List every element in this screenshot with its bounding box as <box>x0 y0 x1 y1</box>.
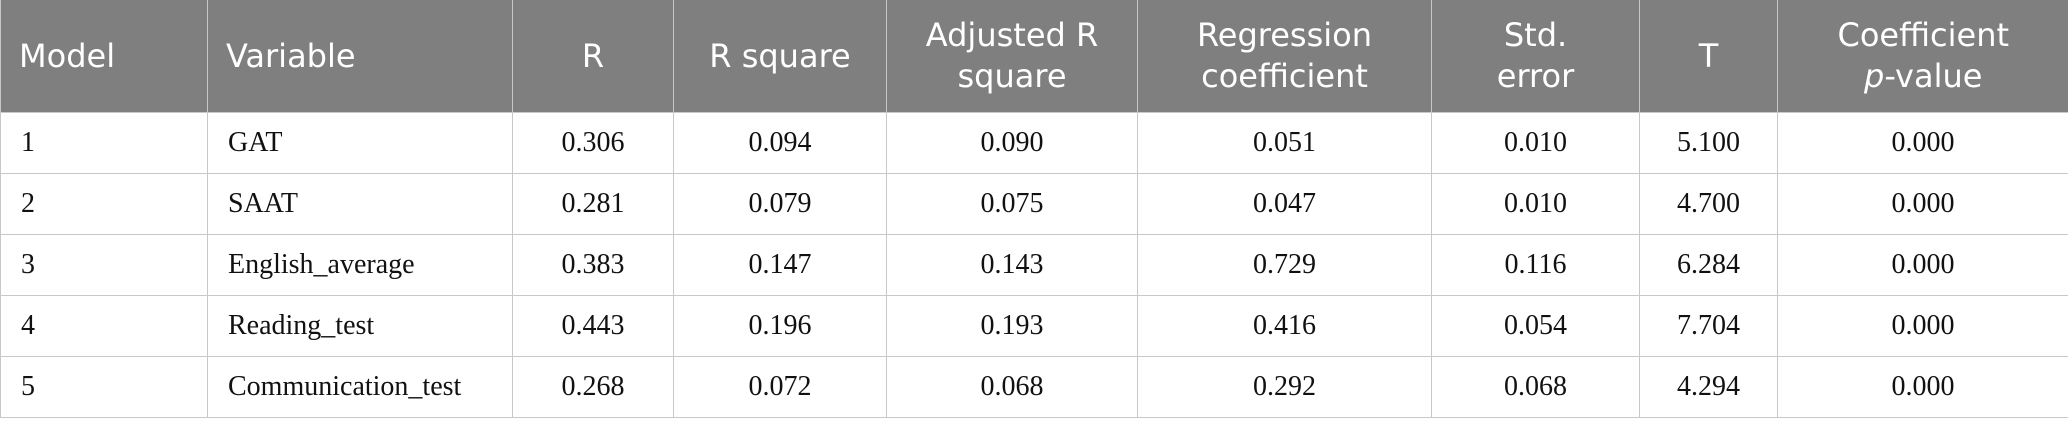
table-cell: 0.000 <box>1777 356 2068 418</box>
header-text: Coefficient <box>1837 16 2010 54</box>
header-line: Variable <box>226 36 494 77</box>
table-cell: 5 <box>0 356 208 418</box>
header-cell: Variable <box>207 0 513 113</box>
table-cell: 7.704 <box>1639 295 1778 357</box>
table-cell: 0.443 <box>512 295 674 357</box>
header-cell: Coefficient p-value <box>1777 0 2068 113</box>
header-text: R square <box>709 36 851 75</box>
table-cell: 0.268 <box>512 356 674 418</box>
header-line: square <box>905 56 1119 97</box>
header-line: Adjusted R <box>905 15 1119 56</box>
table-cell: Reading_test <box>207 295 513 357</box>
table-cell: 0.068 <box>1431 356 1640 418</box>
table-cell: 4.700 <box>1639 173 1778 235</box>
table-cell: 4 <box>0 295 208 357</box>
table-cell: 4.294 <box>1639 356 1778 418</box>
table-cell: English_average <box>207 234 513 296</box>
header-text: square <box>957 57 1067 95</box>
table-cell: 0.054 <box>1431 295 1640 357</box>
table-cell: 0.072 <box>673 356 887 418</box>
table-cell: 0.090 <box>886 112 1138 174</box>
header-text: -value <box>1884 57 1983 95</box>
table-cell: 0.000 <box>1777 234 2068 296</box>
table-cell: 2 <box>0 173 208 235</box>
header-line: R square <box>692 36 868 77</box>
header-cell: Regression coefficient <box>1137 0 1432 113</box>
table-row: 3 English_average 0.383 0.147 0.143 0.729 0.11… <box>0 234 2068 296</box>
table-cell: 5.100 <box>1639 112 1778 174</box>
table-cell: Communication_test <box>207 356 513 418</box>
header-text: coefficient <box>1201 57 1368 95</box>
header-text: Regression <box>1196 16 1373 54</box>
table-row: 5 Communication_test 0.268 0.072 0.068 0.292 0… <box>0 356 2068 418</box>
table-cell: 0.079 <box>673 173 887 235</box>
table-cell: SAAT <box>207 173 513 235</box>
header-text: p <box>1864 57 1885 95</box>
header-cell: R <box>512 0 674 113</box>
table-cell: 0.196 <box>673 295 887 357</box>
header-line: T <box>1658 36 1759 77</box>
table-cell: 0.000 <box>1777 112 2068 174</box>
table-cell: 0.143 <box>886 234 1138 296</box>
table-row: 1 GAT 0.306 0.094 0.090 0.051 0.010 5.100 0.000 <box>0 112 2068 174</box>
header-text: Variable <box>226 36 356 75</box>
header-cell: Model <box>0 0 208 113</box>
table-cell: 0.068 <box>886 356 1138 418</box>
header-line: R <box>531 36 655 77</box>
header-text: Std. <box>1503 16 1568 54</box>
header-line: error <box>1450 56 1621 97</box>
table-cell: 0.306 <box>512 112 674 174</box>
header-line: Model <box>19 36 189 77</box>
table-cell: 0.292 <box>1137 356 1432 418</box>
table-body: 1 GAT 0.306 0.094 0.090 0.051 0.010 5.100 0.000 2… <box>0 112 2068 418</box>
header-line: Coefficient <box>1796 15 2051 56</box>
table-cell: 0.383 <box>512 234 674 296</box>
header-line: Regression <box>1156 15 1413 56</box>
table-cell: 6.284 <box>1639 234 1778 296</box>
header-text: R <box>581 36 605 75</box>
table-cell: 0.000 <box>1777 295 2068 357</box>
table-cell: 0.051 <box>1137 112 1432 174</box>
table-cell: 0.094 <box>673 112 887 174</box>
header-cell: T <box>1639 0 1778 113</box>
header-cell: R square <box>673 0 887 113</box>
table-cell: 0.075 <box>886 173 1138 235</box>
header-text: error <box>1496 57 1575 95</box>
header-text: T <box>1698 36 1719 75</box>
table-cell: 0.000 <box>1777 173 2068 235</box>
table-row: 2 SAAT 0.281 0.079 0.075 0.047 0.010 4.700 0.000 <box>0 173 2068 235</box>
table-cell: 0.147 <box>673 234 887 296</box>
table-cell: 1 <box>0 112 208 174</box>
table-cell: 0.729 <box>1137 234 1432 296</box>
table-cell: 0.010 <box>1431 112 1640 174</box>
header-text: Model <box>19 36 116 75</box>
header-text: Adjusted R <box>925 16 1099 54</box>
header-line: coefficient <box>1156 56 1413 97</box>
table-cell: 0.010 <box>1431 173 1640 235</box>
table-cell: GAT <box>207 112 513 174</box>
header-line: p-value <box>1796 56 2051 97</box>
table-cell: 0.116 <box>1431 234 1640 296</box>
table-cell: 3 <box>0 234 208 296</box>
table-cell: 0.281 <box>512 173 674 235</box>
header-line: Std. <box>1450 15 1621 56</box>
table-cell: 0.416 <box>1137 295 1432 357</box>
table-row: 4 Reading_test 0.443 0.196 0.193 0.416 0.054 7.… <box>0 295 2068 357</box>
table-cell: 0.193 <box>886 295 1138 357</box>
table-cell: 0.047 <box>1137 173 1432 235</box>
header-cell: Std. error <box>1431 0 1640 113</box>
